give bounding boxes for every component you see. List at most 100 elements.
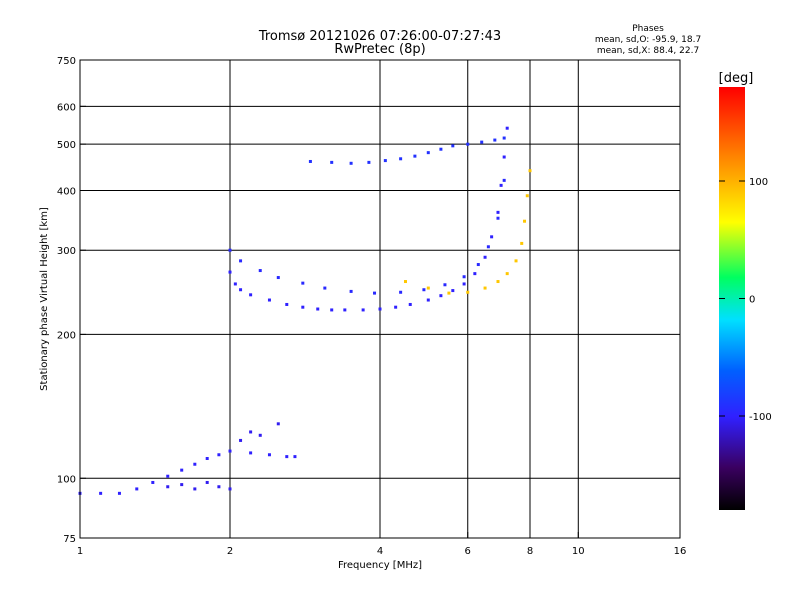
- data-point: [476, 263, 480, 267]
- colorbar-label: [deg]: [719, 71, 754, 86]
- data-point: [496, 210, 500, 214]
- data-point: [361, 308, 365, 312]
- y-tick-label: 300: [57, 246, 76, 257]
- stats-line-o: mean, sd,O: -95.9, 18.7: [595, 35, 701, 45]
- data-point: [378, 307, 382, 311]
- x-tick-label: 6: [465, 546, 471, 557]
- y-tick-label: 75: [63, 534, 76, 545]
- data-point: [399, 157, 403, 161]
- y-tick-label: 500: [57, 140, 76, 151]
- y-tick-label: 750: [57, 56, 76, 67]
- data-point: [483, 286, 487, 290]
- x-tick-label: 16: [674, 546, 687, 557]
- data-point: [228, 248, 232, 252]
- data-point: [399, 290, 403, 294]
- x-tick-label: 10: [572, 546, 585, 557]
- data-point: [473, 272, 477, 276]
- data-point: [249, 293, 253, 297]
- data-point: [413, 154, 417, 158]
- data-point: [239, 438, 243, 442]
- data-point: [447, 291, 451, 295]
- data-point: [330, 308, 334, 312]
- data-point: [525, 194, 529, 198]
- data-point: [462, 282, 466, 286]
- data-point: [217, 485, 221, 489]
- data-point: [301, 281, 305, 285]
- data-point: [403, 280, 407, 284]
- data-point: [180, 468, 184, 472]
- data-point: [426, 286, 430, 290]
- grid-lines: [80, 60, 680, 538]
- data-point: [349, 161, 353, 165]
- data-point: [505, 272, 509, 276]
- data-point: [308, 159, 312, 163]
- data-point: [258, 433, 262, 437]
- data-point: [249, 451, 253, 455]
- stats-heading: Phases: [632, 24, 664, 34]
- data-point: [285, 455, 289, 459]
- data-point: [323, 286, 327, 290]
- data-point: [486, 245, 490, 249]
- y-tick-label: 400: [57, 186, 76, 197]
- data-point: [205, 456, 209, 460]
- data-point: [426, 298, 430, 302]
- data-point: [480, 140, 484, 144]
- y-tick-label: 600: [57, 102, 76, 113]
- chart-subtitle: RwPretec (8p): [334, 42, 425, 57]
- data-point: [293, 455, 297, 459]
- data-point: [239, 288, 243, 292]
- data-point: [466, 290, 470, 294]
- data-point: [496, 216, 500, 220]
- stats-line-x: mean, sd,X: 88.4, 22.7: [597, 46, 699, 56]
- data-point: [117, 491, 121, 495]
- y-axis-ticks: 75 100 200 300 400 500 600 750: [57, 56, 86, 545]
- data-point: [426, 151, 430, 155]
- data-point: [330, 160, 334, 164]
- data-point: [301, 305, 305, 309]
- data-point: [233, 282, 237, 286]
- data-point: [422, 288, 426, 292]
- data-point: [276, 422, 280, 426]
- colorbar-tick-label: 100: [749, 177, 768, 188]
- data-point: [166, 474, 170, 478]
- data-point: [151, 480, 155, 484]
- data-point: [483, 255, 487, 259]
- data-point: [451, 144, 455, 148]
- data-point: [443, 283, 447, 287]
- data-point: [496, 280, 500, 284]
- x-axis-label: Frequency [MHz]: [338, 560, 422, 571]
- data-point: [316, 307, 320, 311]
- data-point: [135, 487, 139, 491]
- y-tick-label: 200: [57, 330, 76, 341]
- data-point: [383, 159, 387, 163]
- data-point: [499, 183, 503, 187]
- data-point: [99, 491, 103, 495]
- data-point: [267, 298, 271, 302]
- data-point: [228, 449, 232, 453]
- data-point: [367, 160, 371, 164]
- data-point: [462, 275, 466, 279]
- data-point: [193, 462, 197, 466]
- data-point: [373, 291, 377, 295]
- data-point: [285, 302, 289, 306]
- data-point: [505, 126, 509, 130]
- x-tick-label: 1: [77, 546, 83, 557]
- data-point: [258, 269, 262, 273]
- data-point: [466, 142, 470, 146]
- x-tick-label: 2: [227, 546, 233, 557]
- colorbar-ticks: 100 0 -100: [719, 177, 772, 423]
- data-point: [394, 305, 398, 309]
- data-point: [267, 453, 271, 457]
- y-axis-label: Stationary phase Virtual Height [km]: [39, 207, 50, 391]
- chart-title: Tromsø 20121026 07:26:00-07:27:43: [258, 29, 501, 44]
- data-point: [493, 138, 497, 142]
- colorbar-tick-label: 0: [749, 295, 755, 306]
- data-point: [239, 259, 243, 263]
- y-tick-label: 100: [57, 474, 76, 485]
- data-points: [78, 126, 532, 495]
- data-point: [349, 289, 353, 293]
- data-point: [528, 169, 532, 173]
- data-point: [228, 270, 232, 274]
- x-tick-label: 4: [377, 546, 383, 557]
